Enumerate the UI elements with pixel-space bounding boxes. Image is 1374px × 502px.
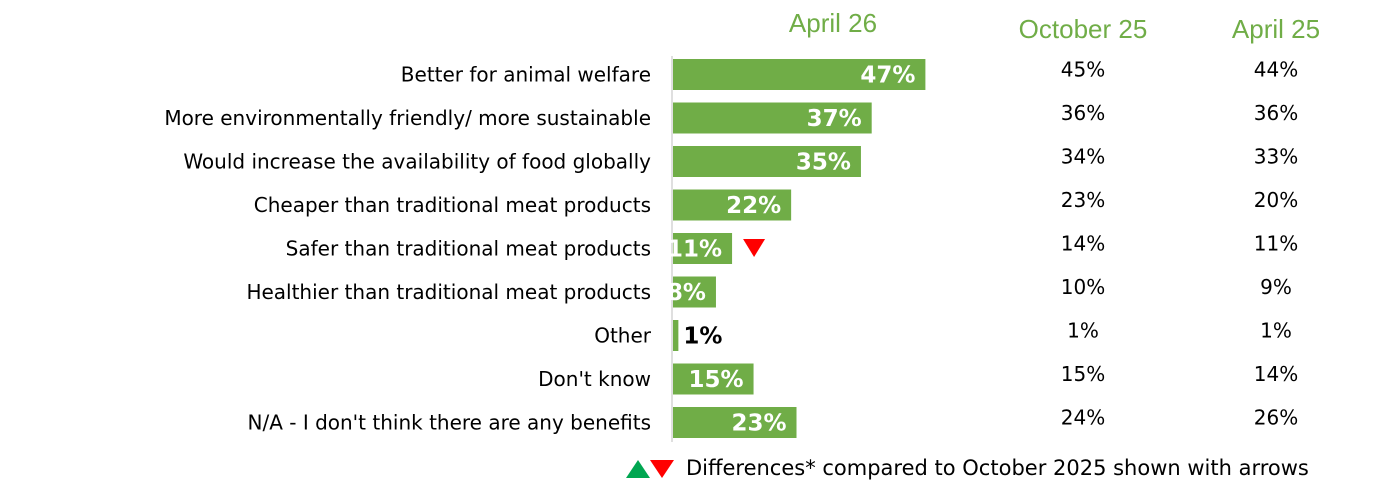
october-25-value: 34% bbox=[1061, 145, 1105, 169]
category-label: Healthier than traditional meat products bbox=[246, 280, 651, 304]
bar bbox=[673, 276, 716, 308]
benefits-bar-chart: Better for animal welfare 47% 45% 44% More e… bbox=[164, 56, 1298, 442]
april-25-value: 44% bbox=[1254, 58, 1298, 82]
october-25-value: 1% bbox=[1067, 319, 1099, 343]
column-header-october-25: October 25 bbox=[1018, 14, 1148, 44]
october-25-value: 23% bbox=[1061, 188, 1105, 212]
up-arrow-icon bbox=[626, 460, 650, 478]
category-label: Better for animal welfare bbox=[401, 63, 651, 87]
category-label: Cheaper than traditional meat products bbox=[254, 193, 651, 217]
down-arrow-icon bbox=[650, 460, 674, 478]
bar bbox=[673, 59, 926, 90]
april-25-value: 11% bbox=[1254, 232, 1298, 256]
april-25-value: 1% bbox=[1260, 319, 1292, 343]
down-arrow-icon bbox=[743, 239, 766, 257]
october-25-value: 24% bbox=[1061, 406, 1105, 430]
april-25-value: 20% bbox=[1254, 188, 1298, 212]
april-25-value: 36% bbox=[1254, 101, 1298, 125]
bar-value-label: 35% bbox=[796, 150, 851, 176]
bar bbox=[673, 233, 733, 264]
bar-value-label: 23% bbox=[731, 411, 786, 437]
category-label: N/A - I don't think there are any benefi… bbox=[248, 411, 652, 435]
april-25-value: 14% bbox=[1254, 362, 1298, 386]
legend-arrows bbox=[626, 457, 674, 479]
category-label: Other bbox=[594, 324, 652, 348]
bar bbox=[673, 320, 679, 351]
bar-value-label: 1% bbox=[683, 324, 722, 350]
october-25-value: 36% bbox=[1061, 101, 1105, 125]
bar bbox=[673, 189, 792, 221]
category-label: More environmentally friendly/ more sust… bbox=[164, 106, 651, 130]
bar bbox=[673, 102, 872, 134]
bar-value-label: 11% bbox=[667, 237, 722, 263]
column-header-april-25: April 25 bbox=[1231, 14, 1321, 44]
bar bbox=[673, 363, 754, 395]
october-25-value: 10% bbox=[1061, 275, 1105, 299]
october-25-value: 45% bbox=[1061, 58, 1105, 82]
bar bbox=[673, 407, 797, 438]
column-header-april-26: April 26 bbox=[788, 8, 878, 38]
category-label: Safer than traditional meat products bbox=[286, 237, 651, 261]
bar bbox=[673, 146, 861, 177]
bar-value-label: 37% bbox=[807, 106, 862, 132]
legend-footnote: Differences* compared to October 2025 sh… bbox=[626, 456, 1309, 480]
bar-value-label: 15% bbox=[688, 367, 743, 393]
bar-value-label: 47% bbox=[860, 63, 915, 89]
category-label: Would increase the availability of food … bbox=[183, 150, 651, 174]
october-25-value: 14% bbox=[1061, 232, 1105, 256]
category-label: Don't know bbox=[538, 367, 651, 391]
april-25-value: 26% bbox=[1254, 406, 1298, 430]
bar-value-label: 22% bbox=[726, 193, 781, 219]
april-25-value: 9% bbox=[1260, 275, 1292, 299]
april-25-value: 33% bbox=[1254, 145, 1298, 169]
footnote-text: Differences* compared to October 2025 sh… bbox=[686, 456, 1309, 480]
bar-value-label: 8% bbox=[667, 280, 706, 306]
october-25-value: 15% bbox=[1061, 362, 1105, 386]
